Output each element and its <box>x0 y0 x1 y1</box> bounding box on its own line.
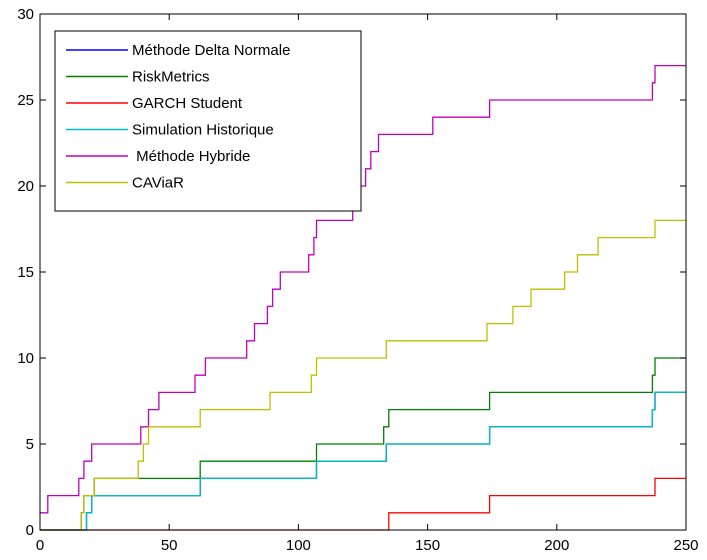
plot-frame <box>39 13 687 531</box>
x-tick-label: 50 <box>161 537 178 554</box>
series-line-simulation-historique <box>40 391 686 531</box>
y-tick-label: 10 <box>17 350 34 367</box>
legend-label-riskmetrics: RiskMetrics <box>132 69 210 86</box>
x-tick-label: 250 <box>673 537 698 554</box>
y-tick-label: 20 <box>17 178 34 195</box>
legend-label-methode-hybride: Méthode Hybride <box>132 148 250 165</box>
legend-label-methode-delta-normale: Méthode Delta Normale <box>132 42 290 59</box>
x-tick-label: 0 <box>36 537 44 554</box>
series-layer <box>40 64 686 531</box>
legend-items: Méthode Delta Normale RiskMetrics GARCH St… <box>66 42 290 192</box>
x-tick-label: 100 <box>286 537 311 554</box>
legend: Méthode Delta Normale RiskMetrics GARCH St… <box>54 30 362 212</box>
legend-label-caviar: CAViaR <box>132 175 184 192</box>
series-line-garch-student <box>40 477 686 531</box>
x-tick-label: 200 <box>544 537 569 554</box>
y-tick-label: 0 <box>26 522 34 539</box>
y-tick-label: 15 <box>17 264 34 281</box>
y-tick-label: 30 <box>17 6 34 23</box>
y-tick-label: 5 <box>26 436 34 453</box>
x-tick-label: 150 <box>415 537 440 554</box>
y-tick-label: 25 <box>17 92 34 109</box>
series-line-methode-hybride <box>40 64 686 514</box>
legend-box <box>54 30 362 212</box>
ticks-layer: 0 50 100 150 200 250 0 5 10 15 20 25 30 <box>17 6 698 554</box>
series-line-caviar <box>40 219 686 531</box>
legend-label-simulation-historique: Simulation Historique <box>132 122 274 139</box>
legend-label-garch-student: GARCH Student <box>132 95 243 112</box>
